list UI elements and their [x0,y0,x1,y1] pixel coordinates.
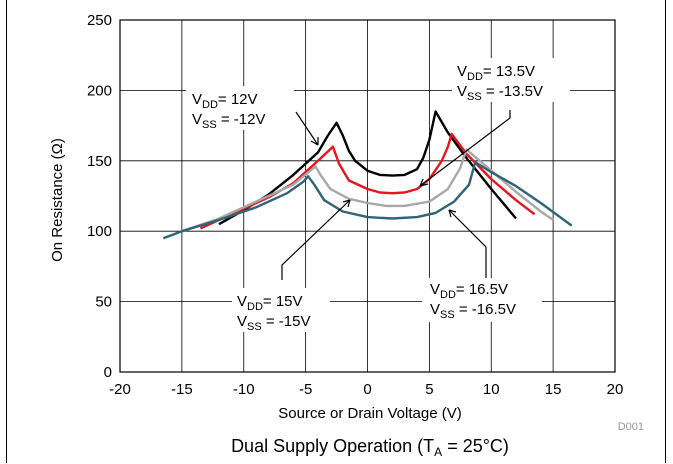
series-line-1 [199,132,536,230]
x-tick-label: -10 [233,381,255,398]
annotation-13v5-bg [452,58,570,102]
x-tick-label: -20 [109,381,131,398]
y-tick-label: 250 [87,12,112,29]
annotation-16v5-bg [422,278,542,322]
annotation-16v5-line1: VDD= 16.5V [430,281,508,301]
annotation-15v-line1: VDD= 15V [237,293,303,313]
leader-12v [295,111,319,146]
x-tick-label: 0 [363,381,371,398]
plot-border [119,19,616,373]
leader-15v-arrow-a [342,199,351,203]
y-tick-label: 100 [87,223,112,240]
annotation-16v5-line2: VSS = -16.5V [430,301,516,321]
series-group [162,110,573,240]
figure-frame [6,0,666,463]
x-tick-label: 15 [545,381,562,398]
y-tick-label: 0 [104,364,112,381]
series-line-3 [162,160,573,240]
y-tick-label: 150 [87,153,112,170]
leader-13v5-arrow-a [419,178,424,187]
figure-tag: D001 [618,421,644,433]
y-axis-label: On Resistance (Ω) [49,138,66,262]
leader-15v-arrow-b [347,199,351,208]
annotation-leaders [281,110,511,280]
x-tick-label: -15 [171,381,193,398]
leader-13v5-arrow-b [419,183,429,187]
x-tick-label: -5 [299,381,312,398]
annotation-12v-line2: VSS = -12V [192,111,265,131]
y-tick-label: 200 [87,82,112,99]
leader-16v5-arrow-a [448,209,452,218]
x-tick-label: 10 [483,381,500,398]
series-line-0 [218,110,517,226]
leader-13v5 [419,110,511,187]
x-tick-label: 5 [425,381,433,398]
annotation-15v-line2: VSS = -15V [237,313,310,333]
annotation-13v5-line1: VDD= 13.5V [457,63,535,83]
leader-16v5-arrow-b [448,209,457,213]
x-axis-label: Source or Drain Voltage (V) [278,405,461,422]
leader-15v [281,199,351,280]
y-tick-label: 50 [95,294,112,311]
annotation-12v-bg [186,86,294,130]
annotation-15v-bg [232,288,330,332]
annotation-12v-line1: VDD= 12V [192,91,258,111]
leader-12v-arrow-a [310,140,319,146]
figure-caption: Dual Supply Operation (TA = 25°C) [231,436,509,459]
annotation-13v5-line2: VSS = -13.5V [457,83,543,103]
x-tick-label: 20 [607,381,624,398]
leader-16v5 [448,209,487,278]
